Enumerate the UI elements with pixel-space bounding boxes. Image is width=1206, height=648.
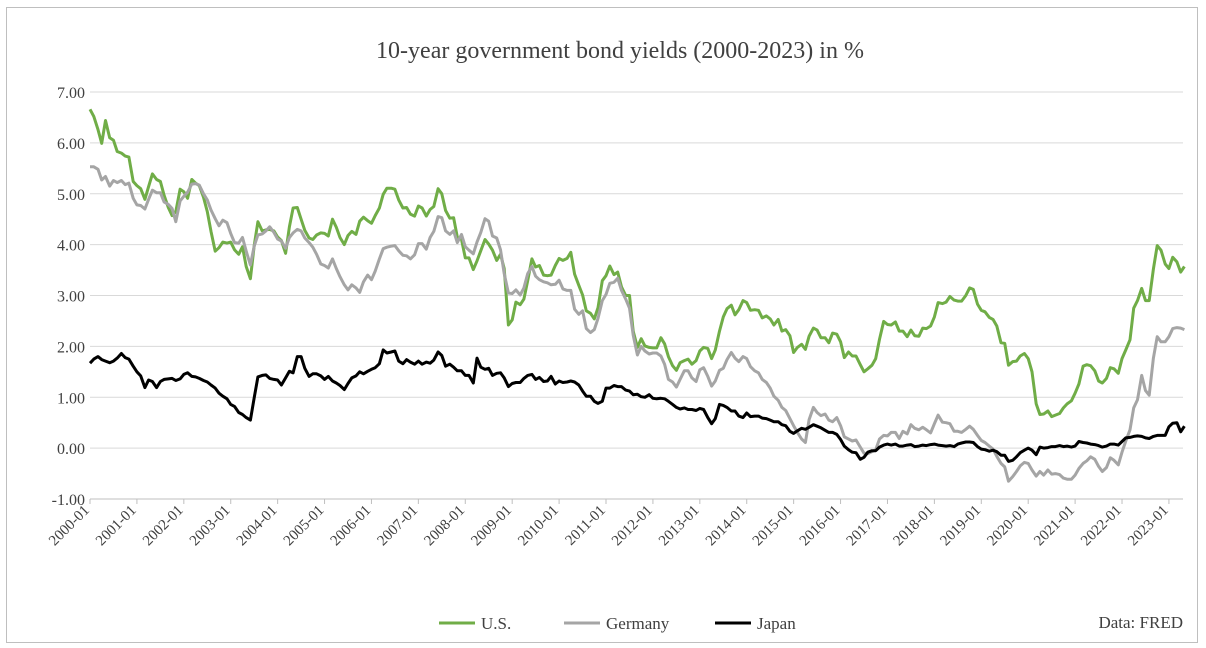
x-tick-label: 2017-01 xyxy=(844,503,891,550)
legend: U.S. Germany Japan xyxy=(439,614,796,633)
y-tick-label: 6.00 xyxy=(57,136,85,153)
x-tick-label: 2019-01 xyxy=(937,503,984,550)
x-tick-label: 2000-01 xyxy=(46,503,93,550)
chart-frame: 10-year government bond yields (2000-202… xyxy=(6,7,1198,643)
y-axis-ticks: 7.00 6.00 5.00 4.00 3.00 2.00 1.00 0.00 -1.00 xyxy=(52,85,85,509)
x-tick-label: 2022-01 xyxy=(1078,503,1125,550)
x-tick-label: 2001-01 xyxy=(93,503,140,550)
x-tick-label: 2003-01 xyxy=(187,503,234,550)
x-tick-label: 2023-01 xyxy=(1125,503,1172,550)
x-tick-label: 2009-01 xyxy=(468,503,515,550)
x-tick-label: 2013-01 xyxy=(656,503,703,550)
y-tick-label: 2.00 xyxy=(57,339,85,356)
x-tick-label: 2004-01 xyxy=(234,503,281,550)
x-tick-label: 2005-01 xyxy=(281,503,328,550)
x-tick-label: 2011-01 xyxy=(563,503,609,549)
x-tick-label: 2015-01 xyxy=(750,503,797,550)
x-tick-label: 2007-01 xyxy=(375,503,422,550)
x-tick-label: 2006-01 xyxy=(328,503,375,550)
x-tick-label: 2016-01 xyxy=(797,503,844,550)
y-tick-label: -1.00 xyxy=(52,492,85,509)
x-tick-label: 2014-01 xyxy=(703,503,750,550)
y-tick-label: 0.00 xyxy=(57,441,85,458)
series-line-japan xyxy=(88,348,1186,463)
chart-title: 10-year government bond yields (2000-202… xyxy=(376,38,864,64)
legend-label: U.S. xyxy=(481,614,511,633)
y-tick-label: 5.00 xyxy=(57,187,85,204)
y-tick-label: 7.00 xyxy=(57,85,85,102)
data-source-note: Data: FRED xyxy=(1098,613,1183,632)
y-tick-label: 1.00 xyxy=(57,390,85,407)
x-tick-label: 2012-01 xyxy=(609,503,656,550)
x-tick-label: 2020-01 xyxy=(984,503,1031,550)
x-tick-label: 2002-01 xyxy=(140,503,187,550)
series-lines xyxy=(88,108,1186,483)
x-tick-label: 2018-01 xyxy=(891,503,938,550)
x-axis: 2000-01 2001-01 2002-01 2003-01 2004-01 2005-… xyxy=(46,498,1183,550)
legend-label: Japan xyxy=(757,614,796,633)
x-tick-label: 2021-01 xyxy=(1031,503,1078,550)
x-tick-label: 2008-01 xyxy=(421,503,468,550)
y-tick-label: 3.00 xyxy=(57,289,85,306)
gridlines xyxy=(90,91,1183,500)
legend-label: Germany xyxy=(606,614,670,633)
line-chart: 10-year government bond yields (2000-202… xyxy=(46,38,1186,633)
x-tick-label: 2010-01 xyxy=(515,503,562,550)
series-line-germany xyxy=(90,165,1185,483)
series-line-us xyxy=(88,108,1186,419)
y-tick-label: 4.00 xyxy=(57,238,85,255)
